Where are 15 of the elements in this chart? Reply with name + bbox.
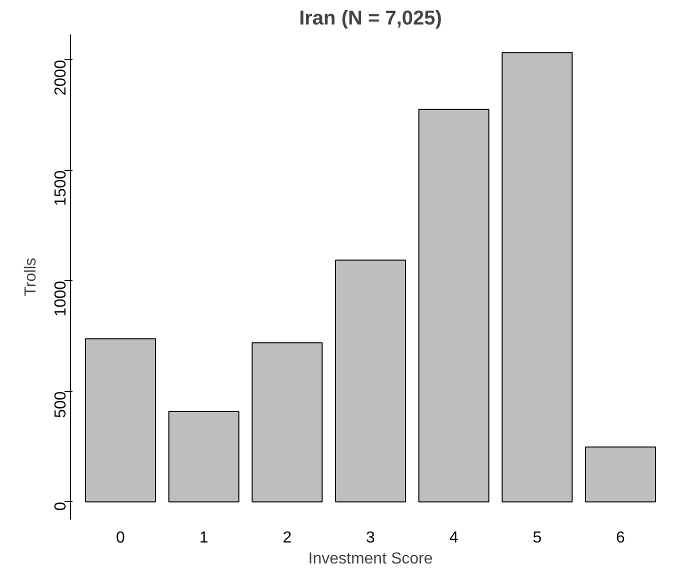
y-tick-label: 1000 bbox=[52, 280, 70, 316]
x-tick-label: 2 bbox=[282, 530, 292, 546]
y-tick-label: 500 bbox=[52, 391, 70, 418]
y-axis-title: Trolls bbox=[22, 258, 40, 296]
x-tick-label: 3 bbox=[366, 530, 376, 546]
x-tick-label: 5 bbox=[532, 530, 542, 546]
y-tick-label: 2000 bbox=[52, 60, 70, 96]
x-tick-label: 1 bbox=[199, 530, 208, 546]
chart-title: Iran (N = 7,025) bbox=[299, 8, 442, 30]
x-axis-title: Investment Score bbox=[308, 550, 433, 568]
x-tick-label: 4 bbox=[449, 530, 458, 546]
x-tick-label: 6 bbox=[616, 530, 626, 546]
y-tick-label: 0 bbox=[52, 502, 70, 511]
y-tick-label: 1500 bbox=[52, 170, 70, 206]
x-tick-label: 0 bbox=[116, 530, 126, 546]
